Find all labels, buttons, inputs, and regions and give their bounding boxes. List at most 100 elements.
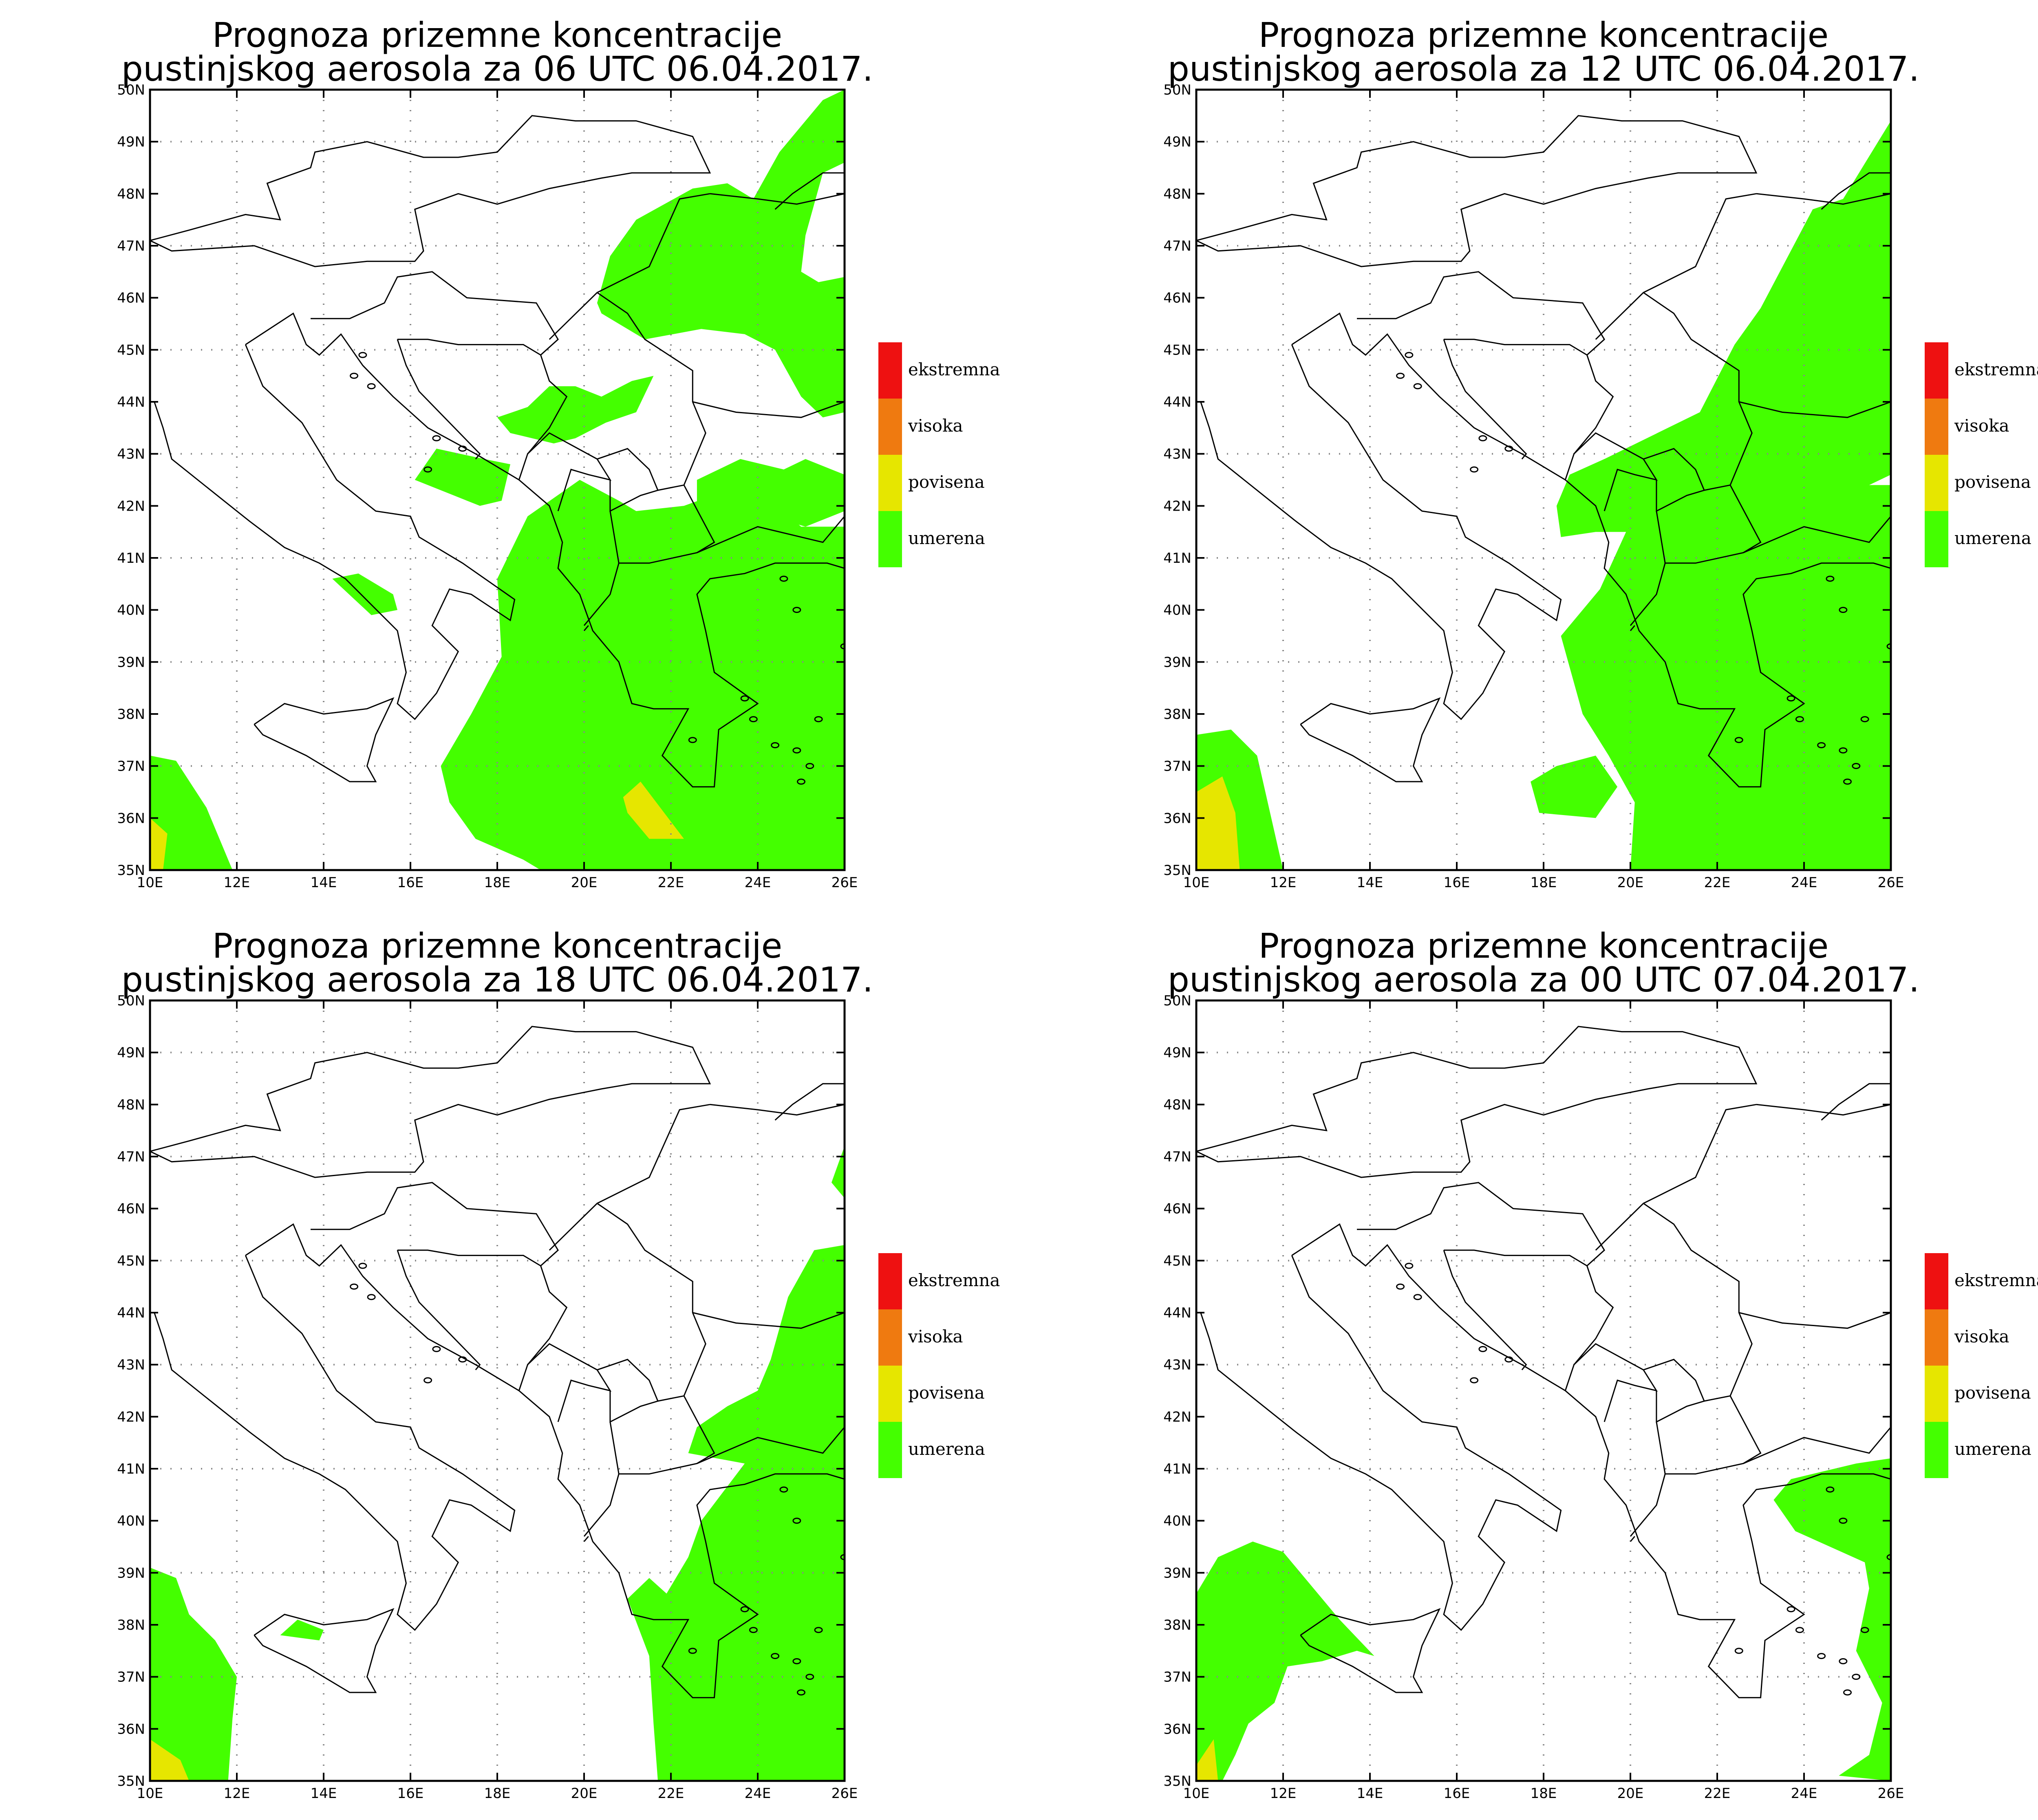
- aerosol-area-povisena: [150, 1739, 189, 1781]
- island-outline: [1860, 716, 1869, 723]
- country-border: [1196, 1026, 1758, 1178]
- lat-tick-label: 45N: [1163, 342, 1191, 358]
- coastline: [1200, 1255, 1562, 1631]
- aerosol-area-umerena: [1773, 1458, 1891, 1781]
- lat-tick-label: 49N: [117, 134, 145, 150]
- lat-tick-label: 42N: [117, 498, 145, 514]
- country-border: [397, 1250, 481, 1371]
- lon-tick-label: 10E: [137, 875, 163, 891]
- island-outline: [797, 1689, 805, 1696]
- aerosol-area-umerena: [1531, 756, 1618, 818]
- country-border: [583, 1474, 620, 1537]
- island-outline: [1843, 1689, 1852, 1696]
- island-outline: [423, 1377, 432, 1384]
- country-border: [1643, 1203, 1753, 1402]
- panel-title-line1: Prognoza prizemne koncentracije: [1259, 926, 1829, 966]
- aerosol-area-umerena: [441, 480, 845, 870]
- lon-tick-label: 22E: [1704, 875, 1731, 891]
- country-border: [1444, 339, 1588, 356]
- legend: ekstremna visoka povisena umerena: [1925, 342, 2038, 567]
- country-border: [1630, 1474, 1666, 1537]
- lat-tick-label: 43N: [117, 446, 145, 463]
- legend-swatch-povisena: [878, 455, 902, 511]
- map-panel: Prognoza prizemne koncentracijepustinjsk…: [1163, 15, 2038, 891]
- island-outline: [749, 716, 758, 723]
- island-outline: [1734, 737, 1743, 743]
- map-panel: Prognoza prizemne koncentracijepustinjsk…: [117, 15, 1000, 891]
- aerosol-area-umerena: [697, 459, 845, 527]
- country-border: [311, 271, 568, 480]
- legend-label: umerena: [1954, 528, 2031, 548]
- coastline: [1300, 697, 1441, 782]
- map-area: [1196, 1000, 1891, 1781]
- aerosol-area-umerena: [150, 756, 233, 870]
- island-outline: [688, 737, 697, 743]
- lat-tick-label: 48N: [117, 186, 145, 202]
- lat-tick-label: 50N: [1163, 993, 1191, 1009]
- legend-label: umerena: [908, 1439, 985, 1459]
- island-outline: [1405, 1263, 1414, 1269]
- country-border: [1444, 1249, 1588, 1267]
- country-border: [774, 172, 845, 210]
- country-border: [697, 1426, 845, 1464]
- lat-tick-label: 35N: [117, 862, 145, 879]
- island-outline: [814, 716, 823, 723]
- country-border: [549, 1104, 710, 1251]
- legend-swatch-povisena: [1925, 455, 1948, 511]
- legend: ekstremna visoka povisena umerena: [878, 1253, 1000, 1478]
- lat-tick-label: 41N: [1163, 550, 1191, 566]
- lat-tick-label: 45N: [117, 1253, 145, 1269]
- lat-tick-label: 46N: [1163, 290, 1191, 306]
- lat-tick-label: 36N: [117, 810, 145, 826]
- island-outline: [1839, 607, 1848, 613]
- lat-tick-label: 47N: [1163, 1149, 1191, 1165]
- island-outline: [1478, 435, 1487, 441]
- panel-title-line1: Prognoza prizemne koncentracije: [212, 926, 783, 966]
- lat-tick-label: 37N: [117, 758, 145, 775]
- country-border: [1756, 1104, 1891, 1116]
- legend-label: umerena: [1954, 1439, 2031, 1459]
- country-border: [1595, 1104, 1757, 1251]
- lat-tick-label: 45N: [117, 342, 145, 358]
- country-border: [549, 193, 710, 340]
- country-border: [710, 1104, 845, 1116]
- country-border: [311, 1182, 568, 1391]
- panel-title-line2: pustinjskog aerosola za 18 UTC 06.04.201…: [121, 960, 873, 1000]
- island-outline: [740, 1606, 749, 1613]
- lon-tick-label: 20E: [1617, 875, 1644, 891]
- aerosol-area-povisena: [623, 782, 684, 839]
- legend: ekstremna visoka povisena umerena: [1925, 1253, 2038, 1478]
- lat-tick-label: 47N: [117, 1149, 145, 1165]
- aerosol-area-umerena: [1196, 1541, 1374, 1781]
- lon-tick-label: 14E: [1357, 875, 1383, 891]
- country-border: [583, 563, 620, 626]
- legend-label: ekstremna: [908, 359, 1000, 379]
- country-border: [1357, 1182, 1614, 1391]
- legend-swatch-ekstremna: [878, 342, 902, 399]
- lat-tick-label: 42N: [117, 1409, 145, 1425]
- country-border: [597, 1359, 659, 1423]
- coastline: [254, 1608, 395, 1693]
- island-outline: [1795, 1627, 1804, 1633]
- country-border: [692, 401, 845, 418]
- lat-tick-label: 49N: [1163, 134, 1191, 150]
- lat-tick-label: 46N: [117, 1201, 145, 1217]
- lat-tick-label: 48N: [1163, 186, 1191, 202]
- lat-tick-label: 38N: [117, 1617, 145, 1633]
- lat-tick-label: 35N: [1163, 1773, 1191, 1789]
- island-outline: [1886, 1554, 1891, 1560]
- lon-tick-label: 26E: [832, 1785, 858, 1802]
- island-outline: [1860, 1627, 1869, 1633]
- country-border: [1573, 1343, 1658, 1422]
- country-border: [1738, 401, 1891, 418]
- aerosol-area-umerena: [597, 90, 845, 418]
- island-outline: [1470, 1377, 1479, 1384]
- lat-tick-label: 42N: [1163, 1409, 1191, 1425]
- aerosol-area-umerena: [150, 1567, 237, 1781]
- lon-tick-label: 20E: [571, 875, 598, 891]
- country-border: [774, 1083, 845, 1121]
- panel-title-line2: pustinjskog aerosola za 12 UTC 06.04.201…: [1168, 49, 1920, 89]
- lat-tick-label: 40N: [117, 602, 145, 619]
- lat-tick-label: 50N: [1163, 82, 1191, 98]
